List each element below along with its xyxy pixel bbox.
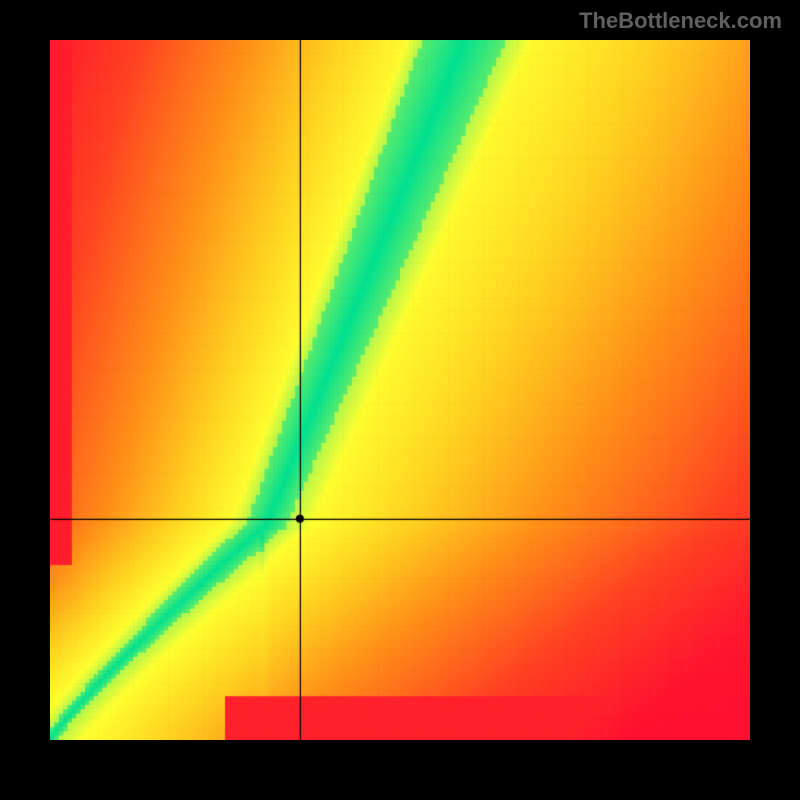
watermark-label: TheBottleneck.com xyxy=(579,8,782,34)
heatmap-plot xyxy=(50,40,750,740)
heatmap-canvas xyxy=(50,40,750,740)
chart-container: TheBottleneck.com xyxy=(0,0,800,800)
